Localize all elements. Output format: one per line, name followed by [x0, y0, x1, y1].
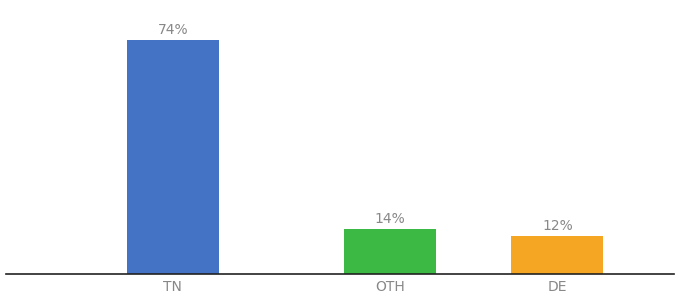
Text: 74%: 74%: [158, 23, 188, 37]
Bar: [126, 40, 219, 274]
Bar: [511, 236, 603, 274]
Text: 12%: 12%: [542, 218, 573, 233]
Text: 14%: 14%: [375, 212, 405, 226]
Bar: [344, 230, 436, 274]
